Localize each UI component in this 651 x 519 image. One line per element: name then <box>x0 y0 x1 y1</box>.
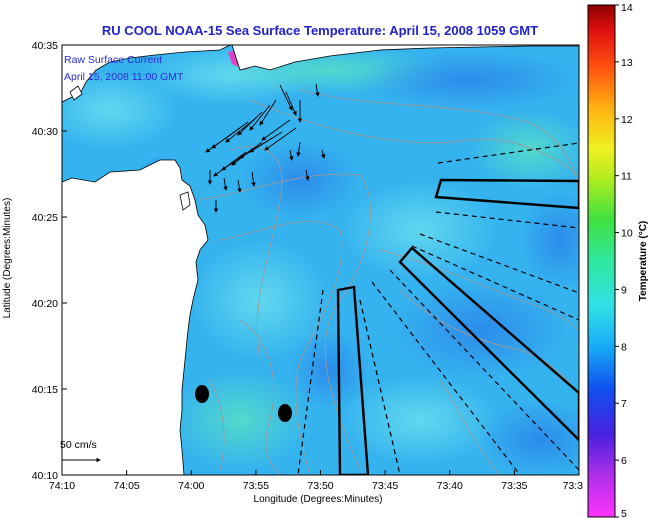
y-tick-label: 40:20 <box>32 298 58 310</box>
transect-dashed-lines <box>297 142 579 475</box>
scale-label: 50 cm/s <box>60 439 97 451</box>
y-tick-label: 40:30 <box>32 126 58 138</box>
colorbar-tick-label: 5 <box>621 508 627 519</box>
legend-line-1: Raw Surface Current <box>64 54 162 66</box>
y-tick-label: 40:15 <box>32 384 58 396</box>
current-vectors <box>62 83 326 463</box>
x-tick-label: 74:05 <box>113 480 139 492</box>
y-axis: 40:35 40:30 40:25 40:20 40:15 40:10 <box>32 40 67 482</box>
sst-patch <box>62 70 180 150</box>
land <box>62 45 579 475</box>
sst-patch <box>470 110 579 190</box>
colorbar-tick-label: 7 <box>621 398 627 410</box>
y-tick-label: 40:25 <box>32 212 58 224</box>
colorbar-tick-label: 8 <box>621 341 627 353</box>
colorbar-tick-label: 14 <box>621 2 633 14</box>
colorbar-tick-label: 6 <box>621 455 627 467</box>
x-axis-label: Longitude (Degrees:Minutes) <box>254 494 383 505</box>
sst-patch <box>190 240 330 360</box>
colorbar-ticks: 14 13 12 11 10 9 8 7 6 5 <box>615 2 633 519</box>
plot-area <box>62 45 579 475</box>
bathymetry-contours <box>199 89 579 475</box>
legend-line-2: April 15, 2008 11:00 GMT <box>64 71 184 83</box>
x-tick-label: 73:40 <box>437 480 463 492</box>
x-axis: 74:10 74:05 74:00 73:55 73:50 73:45 73:40 73:35… <box>49 470 583 492</box>
sst-patch <box>240 140 360 220</box>
x-tick-label: 74:00 <box>178 480 204 492</box>
x-tick-label: 73:45 <box>372 480 398 492</box>
sst-patch <box>480 400 579 475</box>
station-marker <box>195 385 209 403</box>
colorbar-tick-label: 10 <box>621 228 633 240</box>
colorbar <box>587 4 616 518</box>
x-tick-label: 73:35 <box>501 480 527 492</box>
sst-patch <box>360 50 579 110</box>
x-tick-label: 73:55 <box>243 480 269 492</box>
sst-patch <box>390 280 570 380</box>
sst-patch <box>520 190 579 290</box>
x-tick-label: 73:3 <box>563 480 584 492</box>
x-tick-label: 73:50 <box>307 480 333 492</box>
colorbar-tick-label: 13 <box>621 57 633 69</box>
y-tick-label: 40:10 <box>32 470 58 482</box>
y-tick-label: 40:35 <box>32 40 58 52</box>
colorbar-tick-label: 11 <box>621 171 632 183</box>
x-tick-label: 74:10 <box>49 480 75 492</box>
station-marker <box>278 404 292 422</box>
transect-boxes <box>336 178 579 475</box>
colorbar-label: Temperature (°C) <box>638 221 649 302</box>
sst-patch <box>340 180 500 280</box>
colorbar-tick-label: 9 <box>621 284 627 296</box>
chart-title: RU COOL NOAA-15 Sea Surface Temperature:… <box>102 23 538 38</box>
y-axis-label: Latitude (Degrees:Minutes) <box>2 198 13 319</box>
colorbar-tick-label: 12 <box>621 114 633 126</box>
